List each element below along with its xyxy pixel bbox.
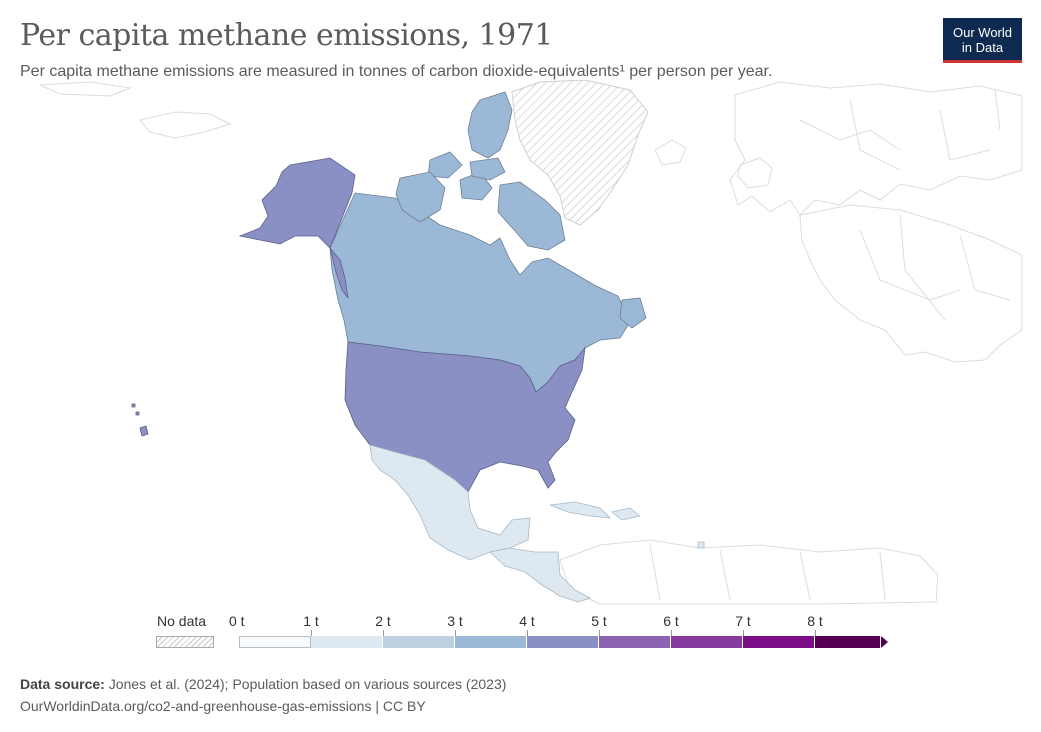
- legend-bin[interactable]: [815, 636, 881, 648]
- caribbean-islands: [697, 541, 705, 549]
- legend-tick-mark: [383, 630, 384, 636]
- legend-tick-label: 7 t: [735, 613, 751, 629]
- legend-tick-mark: [671, 630, 672, 636]
- legend-tick-mark: [599, 630, 600, 636]
- legend-no-data-swatch: [156, 636, 214, 648]
- source-url[interactable]: OurWorldinData.org/co2-and-greenhouse-ga…: [20, 698, 426, 714]
- south-america-borders: [649, 544, 886, 601]
- chart-title: Per capita methane emissions, 1971: [20, 18, 553, 53]
- hawaii-small-2: [135, 411, 140, 416]
- mexico: [369, 444, 531, 561]
- hawaii: [139, 425, 149, 437]
- legend-tick-mark: [455, 630, 456, 636]
- europe-outline: [729, 81, 1023, 216]
- canada-island-baffin: [467, 91, 513, 159]
- cuba: [549, 501, 612, 519]
- hispaniola: [611, 507, 641, 521]
- newfoundland: [619, 297, 647, 329]
- data-source: Data source: Jones et al. (2024); Popula…: [20, 676, 506, 692]
- legend-tick-label: 8 t: [807, 613, 823, 629]
- legend-tick-mark: [743, 630, 744, 636]
- choropleth-map: [39, 80, 1023, 605]
- legend-bin[interactable]: [743, 636, 815, 648]
- legend-bin[interactable]: [455, 636, 527, 648]
- logo-line-2: in Data: [961, 40, 1004, 55]
- legend-bin[interactable]: [311, 636, 383, 648]
- legend-tick-label: 3 t: [447, 613, 463, 629]
- hawaii-small-1: [131, 403, 136, 408]
- canada-island-6: [469, 157, 506, 181]
- russia-fragment: [139, 111, 232, 139]
- europe-borders: [799, 89, 1001, 171]
- legend-bin[interactable]: [527, 636, 599, 648]
- legend-tick-mark: [311, 630, 312, 636]
- chart-subtitle: Per capita methane emissions are measure…: [20, 63, 773, 80]
- greenland[interactable]: [511, 80, 649, 226]
- legend-tick-label: 0 t: [229, 613, 245, 629]
- data-source-label: Data source:: [20, 676, 105, 692]
- canada[interactable]: [329, 91, 647, 393]
- legend-arrow-icon: [881, 636, 888, 648]
- legend-bin[interactable]: [599, 636, 671, 648]
- africa-outline: [799, 204, 1023, 363]
- legend-tick-mark: [815, 630, 816, 636]
- south-america-north: [559, 539, 939, 605]
- africa-borders: [859, 214, 1011, 321]
- legend-bin[interactable]: [239, 636, 311, 648]
- arctic-fragment: [39, 81, 132, 97]
- canada-island-2: [427, 151, 463, 179]
- svalbard-outline: [737, 157, 773, 189]
- canada-island-5: [497, 181, 566, 251]
- data-source-text: Jones et al. (2024); Population based on…: [108, 676, 507, 692]
- legend-no-data-label: No data: [157, 613, 207, 629]
- logo-line-1: Our World: [953, 25, 1012, 40]
- legend-tick-label: 5 t: [591, 613, 607, 629]
- iceland-outline: [654, 139, 687, 166]
- owid-logo[interactable]: Our World in Data: [943, 18, 1022, 63]
- legend-tick-label: 1 t: [303, 613, 319, 629]
- mexico-central-america[interactable]: [369, 444, 705, 603]
- canada-island-3: [395, 171, 446, 223]
- context-land: [39, 81, 1023, 605]
- central-america: [489, 547, 592, 603]
- legend-tick-label: 4 t: [519, 613, 535, 629]
- legend-bin[interactable]: [383, 636, 455, 648]
- alaska-panhandle: [329, 247, 349, 299]
- legend-tick-label: 2 t: [375, 613, 391, 629]
- legend-tick-mark: [527, 630, 528, 636]
- legend-bin[interactable]: [671, 636, 743, 648]
- legend-tick-label: 6 t: [663, 613, 679, 629]
- alaska: [238, 157, 356, 249]
